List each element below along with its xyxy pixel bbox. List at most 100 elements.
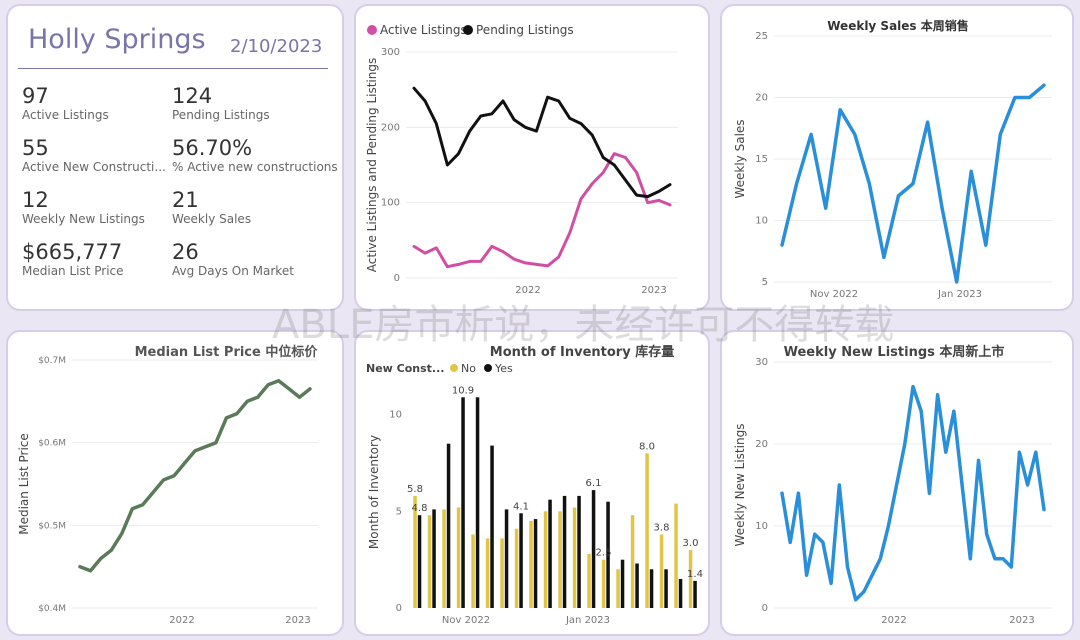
y-axis-label: Month of Inventory xyxy=(367,435,381,549)
y-tick-label: 15 xyxy=(755,154,768,165)
bar-no xyxy=(558,511,562,608)
y-tick-label: $0.6M xyxy=(38,439,66,449)
legend-marker xyxy=(450,364,458,372)
series-line-active-listings xyxy=(412,152,672,269)
chart-title: Median List Price 中位标价 xyxy=(135,344,319,360)
y-tick-label: 25 xyxy=(755,31,768,42)
legend-marker xyxy=(367,25,377,35)
bar-yes xyxy=(519,513,523,608)
y-tick-label: $0.7M xyxy=(38,356,66,366)
x-tick-label: Nov 2022 xyxy=(442,615,490,626)
kpi-label: Active New Constructi... xyxy=(22,160,166,174)
legend-title: New Const... xyxy=(366,362,444,375)
price-chart-panel: Median List Price 中位标价 $0.4M $0.5M $0.6M $0.… xyxy=(6,330,344,636)
y-axis-label: Median List Price xyxy=(17,433,31,535)
kpi-weekly-sales: 21 Weekly Sales xyxy=(172,188,251,226)
y-tick-label: 20 xyxy=(755,93,768,104)
x-tick-label: 2022 xyxy=(515,285,540,296)
kpi-label: Pending Listings xyxy=(172,108,270,122)
bar-no xyxy=(500,538,504,608)
bar-no xyxy=(413,495,417,608)
y-tick-label: 100 xyxy=(381,198,400,209)
y-tick-label: 10 xyxy=(755,521,768,532)
chart-title: Weekly Sales 本周销售 xyxy=(827,18,969,33)
kpi-label: Weekly New Listings xyxy=(22,212,145,226)
bar-yes xyxy=(461,397,465,608)
data-label: 3.8 xyxy=(654,523,670,534)
moi-chart-panel: Month of Inventory 库存量 New Const... No Yes 0… xyxy=(354,330,710,636)
bar-yes xyxy=(577,495,581,608)
bar-yes xyxy=(678,579,683,608)
x-tick-label: 2023 xyxy=(1009,615,1034,626)
kpi-value: 97 xyxy=(22,84,49,108)
legend-marker xyxy=(484,364,492,372)
bar-yes xyxy=(649,569,654,608)
y-tick-label: $0.5M xyxy=(38,521,66,531)
kpi-value: 124 xyxy=(172,84,213,108)
bar-yes xyxy=(475,397,480,608)
title-divider xyxy=(18,68,328,69)
y-tick-label: 0 xyxy=(762,603,768,614)
bar-yes xyxy=(548,499,552,608)
kpi-weekly-new-listings: 12 Weekly New Listings xyxy=(22,188,145,226)
kpi-value: 56.70% xyxy=(172,136,253,160)
legend-label: Yes xyxy=(494,362,513,375)
data-label: 3.0 xyxy=(683,538,699,549)
bar-no xyxy=(471,534,475,608)
legend-label: Pending Listings xyxy=(476,23,574,37)
kpi-label: % Active new constructions xyxy=(172,160,338,174)
data-label: 10.9 xyxy=(452,385,474,396)
y-tick-label: 0 xyxy=(394,273,400,284)
y-tick-label: 5 xyxy=(396,506,402,517)
data-label: 2.5 xyxy=(596,548,612,559)
data-label: 5.8 xyxy=(407,484,423,495)
new-listings-chart: Weekly New Listings 本周新上市 0 10 20 30 2022 2023… xyxy=(733,344,1052,626)
price-chart: Median List Price 中位标价 $0.4M $0.5M $0.6M $0.… xyxy=(17,344,319,626)
x-tick-label: 2022 xyxy=(881,615,906,626)
bar-yes xyxy=(620,559,625,608)
y-tick-label: 30 xyxy=(755,357,768,368)
kpi-value: 55 xyxy=(22,136,49,160)
x-tick-label: 2022 xyxy=(169,615,194,626)
series-line-new-listings xyxy=(780,384,1046,602)
y-axis-label: Active Listings and Pending Listings xyxy=(365,58,379,273)
x-tick-label: Nov 2022 xyxy=(810,289,858,300)
x-tick-label: Jan 2023 xyxy=(565,615,610,626)
legend-label: Active Listings xyxy=(380,23,467,37)
kpi-avg-days-on-market: 26 Avg Days On Market xyxy=(172,240,294,278)
kpi-panel: Holly Springs 2/10/2023 97 Active Listin… xyxy=(6,4,344,311)
y-tick-label: 20 xyxy=(755,439,768,450)
bar-no xyxy=(688,550,693,608)
bar-yes xyxy=(533,519,538,608)
series-line-weekly-sales xyxy=(780,83,1046,284)
y-tick-label: $0.4M xyxy=(38,604,66,614)
bar-yes xyxy=(490,445,494,608)
legend-label: No xyxy=(461,362,476,375)
y-tick-label: 300 xyxy=(381,47,400,58)
y-tick-label: 10 xyxy=(389,410,402,421)
bar-no xyxy=(616,569,620,608)
bar-yes xyxy=(635,563,639,608)
listings-chart: 0 100 200 300 2022 2023 Active Listings and Pe… xyxy=(365,23,678,296)
kpi-label: Weekly Sales xyxy=(172,212,252,226)
sales-chart: Weekly Sales 本周销售 5 10 15 20 25 Nov 2022 Jan 20… xyxy=(733,18,1052,300)
report-date: 2/10/2023 xyxy=(230,36,323,57)
x-tick-label: Jan 2023 xyxy=(937,289,982,300)
bar-no xyxy=(427,515,432,608)
data-label: 6.1 xyxy=(586,478,602,489)
kpi-value: 21 xyxy=(172,188,199,212)
bar-no xyxy=(485,538,490,608)
kpi-label: Avg Days On Market xyxy=(172,264,294,278)
bar-no xyxy=(587,553,591,608)
kpi-median-list-price: $665,777 Median List Price xyxy=(22,240,124,278)
kpi-active-new-construction: 55 Active New Constructi... xyxy=(22,136,166,174)
bar-yes xyxy=(417,515,422,608)
kpi-active-listings: 97 Active Listings xyxy=(22,84,109,122)
kpi-label: Median List Price xyxy=(22,264,124,278)
kpi-pct-new-construction: 56.70% % Active new constructions xyxy=(172,136,338,174)
bar-no xyxy=(674,503,678,608)
data-label: 4.1 xyxy=(513,501,529,512)
new-listings-chart-panel: Weekly New Listings 本周新上市 0 10 20 30 2022 2023… xyxy=(720,330,1074,636)
bar-no xyxy=(514,528,519,608)
chart-title: Weekly New Listings 本周新上市 xyxy=(784,344,1005,360)
